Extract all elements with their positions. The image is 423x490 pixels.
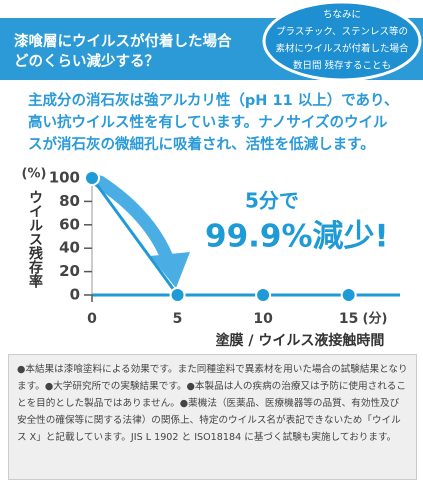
arrow-head — [150, 252, 190, 288]
annotation: 5分で — [245, 189, 299, 213]
point — [84, 170, 100, 186]
point — [340, 287, 357, 303]
y-tick-label: 0 — [70, 286, 80, 304]
y-tick-label: 80 — [59, 192, 80, 210]
header-title: 漆喰層にウイルスが付着した場合 — [14, 34, 232, 50]
x-tick-label: 0 — [87, 311, 97, 327]
arrow — [93, 175, 175, 267]
x-tick-label: 5 — [173, 311, 183, 327]
line — [90, 177, 349, 297]
bubble-text: 数日間 残存することも — [293, 60, 391, 72]
y-axis-title: ウイルス残存率 — [27, 190, 43, 289]
x-axis-title: 塗膜 / ウイルス液接触時間 — [216, 332, 385, 349]
body-text: 主成分の消石灰は強アルカリ性（pH 11 以上）であり、高い抗ウイルス性を有して… — [28, 93, 399, 153]
y-unit: (%) — [22, 167, 47, 182]
point — [169, 287, 186, 303]
y-tick-label: 20 — [59, 262, 80, 280]
notes: ●本結果は漆喰塗料による効果です。また同種塗料で異素材を用いた場合の試験結果とな… — [8, 354, 417, 480]
header-title: どのくらい減少する？ — [14, 54, 159, 70]
y-tick-label: 100 — [49, 169, 80, 187]
bubble-text: 素材にウイルスが付着した場合 — [275, 43, 409, 55]
bubble-shape — [262, 0, 422, 82]
annotation: 99.9%減少! — [205, 219, 389, 255]
bubble-text: ちなみに — [323, 10, 361, 21]
y-tick-label: 40 — [59, 239, 80, 257]
bubble-text: プラスチック、ステンレス等の — [276, 26, 408, 38]
y-tick-label: 60 — [59, 215, 80, 233]
x-tick-label: 10 — [253, 311, 273, 327]
x-tick-label: 15 — [339, 311, 358, 327]
x-unit: (分) — [363, 311, 388, 327]
point — [255, 287, 272, 303]
chart: 0 20 40 60 80 100 0 5 10 15 (分) 塗膜 / ウイルス液接触時間 (%) ウイ… — [22, 167, 400, 349]
